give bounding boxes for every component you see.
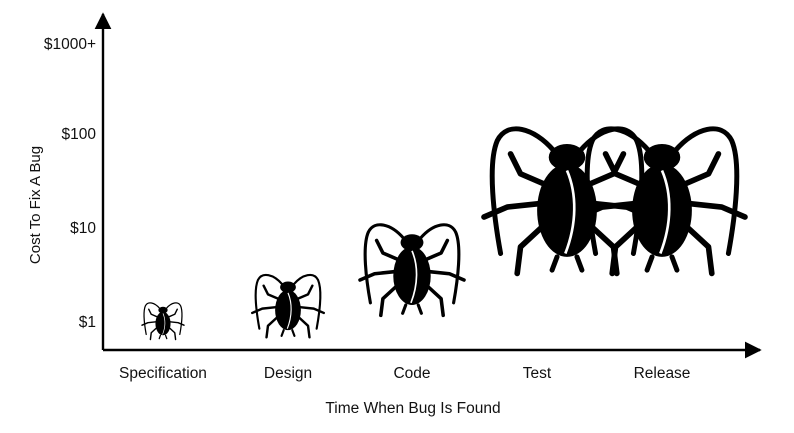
x-tick-labels: Specification Design Code Test Release — [119, 365, 690, 382]
bug-marker — [358, 223, 466, 318]
y-tick-label: $1000+ — [44, 36, 96, 53]
y-tick-labels: $1 $10 $100 $1000+ — [44, 36, 97, 331]
x-axis-title: Time When Bug Is Found — [325, 400, 500, 417]
x-tick-label: Code — [393, 365, 430, 382]
bug-marker — [481, 126, 653, 277]
bug-markers — [141, 126, 748, 341]
y-axis-title: Cost To Fix A Bug — [27, 146, 44, 264]
y-tick-label: $10 — [70, 220, 96, 237]
bug-marker — [576, 126, 748, 277]
bug-marker — [141, 302, 185, 341]
y-tick-label: $1 — [79, 314, 96, 331]
bug-marker — [250, 273, 326, 339]
x-tick-label: Release — [634, 365, 691, 382]
x-tick-label: Design — [264, 365, 312, 382]
y-tick-label: $100 — [62, 126, 97, 143]
x-tick-label: Specification — [119, 365, 207, 382]
x-tick-label: Test — [523, 365, 552, 382]
